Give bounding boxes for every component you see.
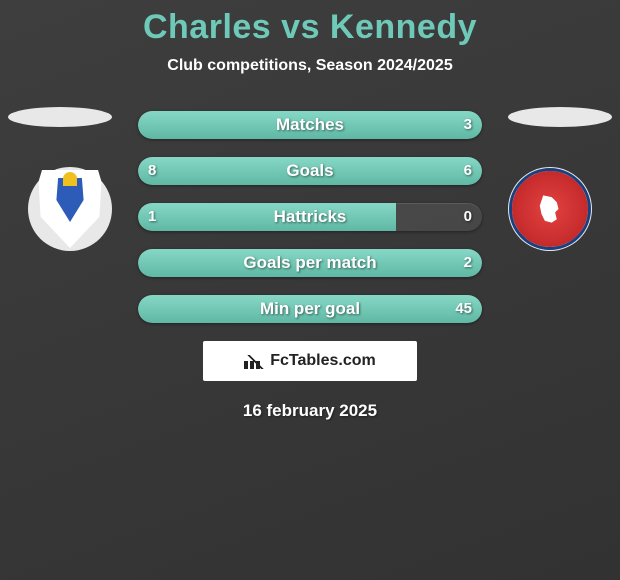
comparison-content: Matches3 Goals8 6 Hattricks1 0 Goals per matc… <box>0 111 620 421</box>
horse-icon <box>533 192 567 226</box>
watermark-label: FcTables.com <box>270 352 376 370</box>
watermark: FcTables.com <box>203 341 417 381</box>
comparison-bars: Matches3 Goals8 6 Hattricks1 0 Goals per matc… <box>138 111 482 323</box>
page-subtitle: Club competitions, Season 2024/2025 <box>0 57 620 75</box>
bar-value-right: 6 <box>464 157 472 185</box>
bar-row: Matches3 <box>138 111 482 139</box>
chart-icon <box>244 353 264 369</box>
bar-label: Hattricks <box>138 203 482 231</box>
bar-value-right: 45 <box>455 295 472 323</box>
player-oval-right <box>508 107 612 127</box>
bar-label: Matches <box>138 111 482 139</box>
bar-row: Hattricks1 0 <box>138 203 482 231</box>
bar-value-right: 2 <box>464 249 472 277</box>
shield-icon <box>35 170 105 248</box>
player-oval-left <box>8 107 112 127</box>
team-crest-left <box>28 167 112 251</box>
bar-row: Min per goal45 <box>138 295 482 323</box>
team-crest-right <box>508 167 592 251</box>
date-label: 16 february 2025 <box>0 401 620 421</box>
bar-value-left: 8 <box>148 157 156 185</box>
page-title: Charles vs Kennedy <box>0 0 620 47</box>
bar-row: Goals per match2 <box>138 249 482 277</box>
bar-label: Goals <box>138 157 482 185</box>
bar-row: Goals8 6 <box>138 157 482 185</box>
bar-value-left: 1 <box>148 203 156 231</box>
crest-ring-icon <box>512 171 588 247</box>
bar-value-right: 3 <box>464 111 472 139</box>
bar-label: Min per goal <box>138 295 482 323</box>
bar-label: Goals per match <box>138 249 482 277</box>
bar-value-right: 0 <box>464 203 472 231</box>
